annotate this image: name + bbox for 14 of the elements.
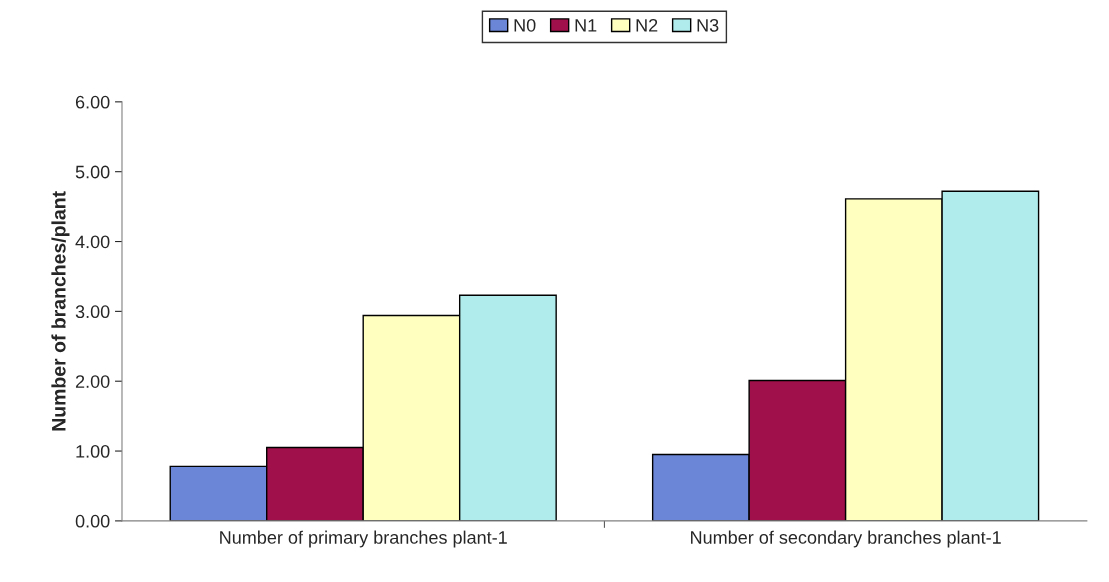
legend-label: N2: [636, 18, 658, 32]
y-tick-label: 1.00: [76, 444, 110, 458]
y-tick-label: 5.00: [75, 165, 110, 179]
y-axis-title: Number of branches/plant: [51, 191, 70, 431]
legend-label: N3: [697, 18, 719, 32]
legend-label: N1: [575, 19, 597, 32]
legend-label: N0: [514, 18, 536, 32]
y-tick-label: 3.00: [75, 305, 110, 319]
y-tick-label: 2.00: [75, 375, 110, 388]
y-tick-label: 0.00: [75, 514, 110, 528]
x-tick-label: Number of primary branches plant-1: [220, 530, 507, 548]
y-tick-label: 4.00: [75, 235, 110, 249]
y-tick-label: 6.00: [75, 95, 110, 109]
x-tick-label: Number of secondary branches plant-1: [691, 530, 1001, 548]
